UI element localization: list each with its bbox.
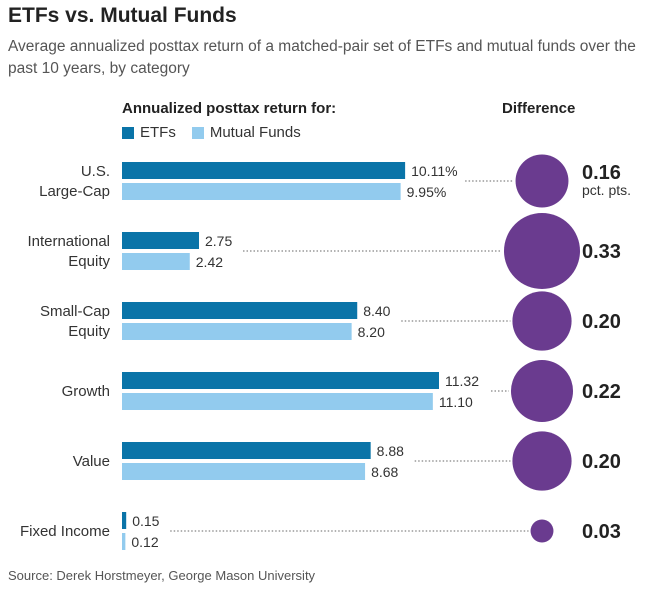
mutual-fund-bar (122, 253, 190, 270)
difference-value-label: 0.33 (582, 241, 621, 263)
category-label: Fixed Income (20, 523, 110, 540)
etf-bar (122, 442, 371, 459)
difference-value-label: 0.22 (582, 381, 621, 403)
difference-bubble (512, 431, 572, 491)
source-note: Source: Derek Horstmeyer, George Mason U… (8, 568, 316, 583)
legend-swatch-mf (191, 126, 204, 139)
etf-value-label: 11.32 (445, 373, 479, 389)
legend-item-mf: Mutual Funds (191, 124, 301, 141)
legend-item-etf: ETFs (122, 124, 176, 141)
category-label: U.S. (81, 163, 110, 180)
legend: ETFs Mutual Funds (122, 124, 317, 141)
category-label: International (27, 233, 110, 250)
etf-bar (122, 232, 200, 249)
mutual-fund-value-label: 8.68 (371, 464, 398, 480)
difference-value-label: 0.20 (582, 311, 621, 333)
mutual-fund-bar (122, 533, 126, 550)
category-label: Large-Cap (39, 183, 110, 200)
etf-value-label: 10.11% (411, 163, 457, 179)
etf-value-label: 8.88 (377, 443, 404, 459)
mutual-fund-value-label: 9.95% (407, 184, 447, 200)
difference-bubble (504, 213, 580, 289)
mutual-fund-value-label: 11.10 (439, 394, 473, 410)
difference-value-label: 0.03 (582, 521, 621, 543)
category-label: Value (73, 453, 110, 470)
etf-bar (122, 302, 358, 319)
category-label: Growth (62, 383, 110, 400)
chart-title: ETFs vs. Mutual Funds (8, 4, 237, 27)
legend-swatch-etf (122, 126, 134, 139)
mutual-fund-bar (122, 463, 366, 480)
etf-bar (122, 162, 406, 179)
difference-bubble (515, 154, 569, 208)
legend-label-etf: ETFs (140, 124, 176, 141)
mutual-fund-value-label: 8.20 (358, 324, 385, 340)
difference-bubble (512, 291, 572, 351)
difference-title: Difference (502, 100, 576, 117)
legend-label-mf: Mutual Funds (209, 124, 301, 141)
difference-bubble (530, 519, 554, 543)
etf-bar (122, 372, 439, 389)
chart-subtitle: Average annualized posttax return of a m… (8, 38, 636, 77)
etf-value-label: 8.40 (363, 303, 390, 319)
legend-title: Annualized posttax return for: (122, 100, 337, 117)
difference-bubble (510, 359, 574, 423)
mutual-fund-value-label: 0.12 (131, 534, 158, 550)
category-label: Equity (68, 253, 110, 270)
difference-value-label: 0.16 (582, 162, 621, 184)
etf-bar (122, 512, 127, 529)
mutual-fund-value-label: 2.42 (196, 254, 223, 270)
mutual-fund-bar (122, 183, 401, 200)
etf-value-label: 0.15 (132, 513, 159, 529)
difference-value-label: 0.20 (582, 451, 621, 473)
difference-unit-label: pct. pts. (582, 182, 631, 198)
mutual-fund-bar (122, 323, 352, 340)
etf-value-label: 2.75 (205, 233, 232, 249)
mutual-fund-bar (122, 393, 433, 410)
category-label: Equity (68, 323, 110, 340)
category-label: Small-Cap (40, 303, 110, 320)
